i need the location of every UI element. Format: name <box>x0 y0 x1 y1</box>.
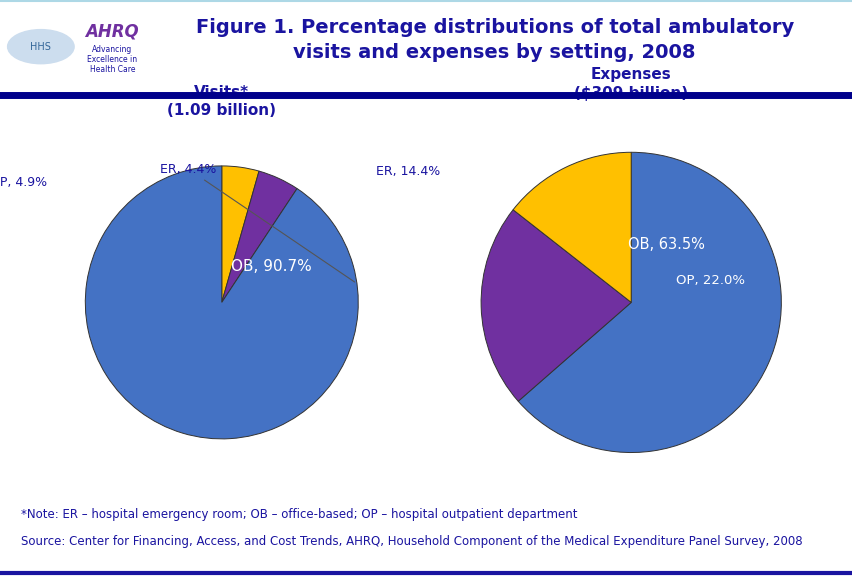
Wedge shape <box>518 152 780 453</box>
Text: OB, 63.5%: OB, 63.5% <box>628 237 705 252</box>
Text: OP, 22.0%: OP, 22.0% <box>676 274 745 287</box>
Wedge shape <box>85 166 358 439</box>
Text: Source: Center for Financing, Access, and Cost Trends, AHRQ, Household Component: Source: Center for Financing, Access, an… <box>21 535 802 548</box>
Text: OB, 90.7%: OB, 90.7% <box>231 259 312 274</box>
Text: Figure 1. Percentage distributions of total ambulatory
visits and expenses by se: Figure 1. Percentage distributions of to… <box>195 18 793 62</box>
Text: HHS: HHS <box>31 41 51 52</box>
Wedge shape <box>513 152 630 302</box>
Text: Advancing
Excellence in
Health Care: Advancing Excellence in Health Care <box>87 44 137 74</box>
Text: *Note: ER – hospital emergency room; OB – office-based; OP – hospital outpatient: *Note: ER – hospital emergency room; OB … <box>21 508 577 521</box>
Circle shape <box>8 29 74 64</box>
Wedge shape <box>481 210 630 401</box>
Title: Expenses
($309 billion): Expenses ($309 billion) <box>573 67 688 101</box>
Wedge shape <box>222 171 296 302</box>
Text: ER, 4.4%: ER, 4.4% <box>160 163 354 282</box>
Title: Visits*
(1.09 billion): Visits* (1.09 billion) <box>167 85 276 118</box>
Text: ER, 14.4%: ER, 14.4% <box>376 165 440 178</box>
Text: OP, 4.9%: OP, 4.9% <box>0 176 47 190</box>
Text: AHRQ: AHRQ <box>85 22 139 40</box>
Wedge shape <box>222 166 259 302</box>
